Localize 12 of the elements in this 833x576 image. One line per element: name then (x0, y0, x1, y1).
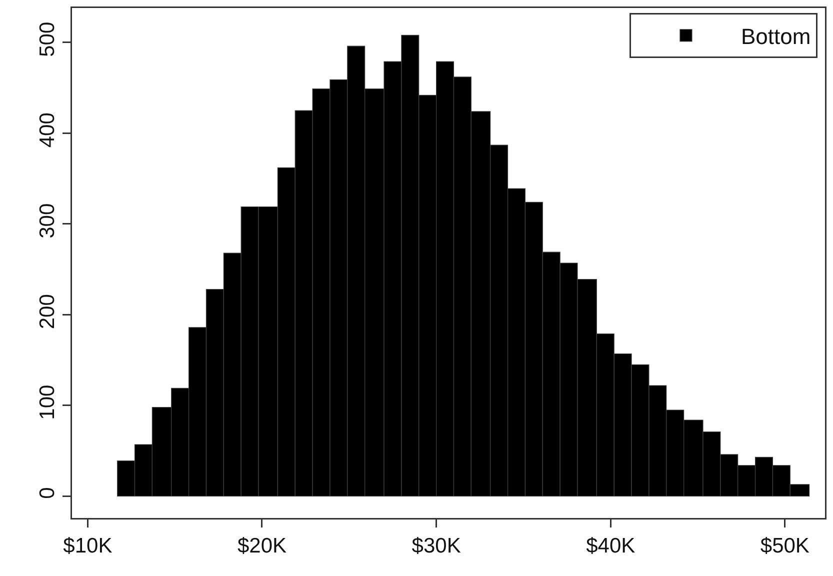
y-tick-label: 200 (36, 294, 60, 330)
legend-label: Bottom (740, 24, 811, 49)
y-tick-label: 100 (36, 384, 60, 420)
y-tick-label: 300 (36, 203, 60, 238)
x-tick-label: $40K (586, 534, 636, 558)
x-tick-label: $30K (412, 534, 461, 558)
y-tick-label: 400 (36, 112, 60, 148)
x-tick-label: $10K (63, 534, 112, 558)
x-tick-label: $20K (237, 534, 287, 558)
y-tick-label: 500 (36, 22, 60, 57)
y-tick-label: 0 (36, 487, 60, 499)
x-tick-label: $50K (760, 534, 810, 558)
